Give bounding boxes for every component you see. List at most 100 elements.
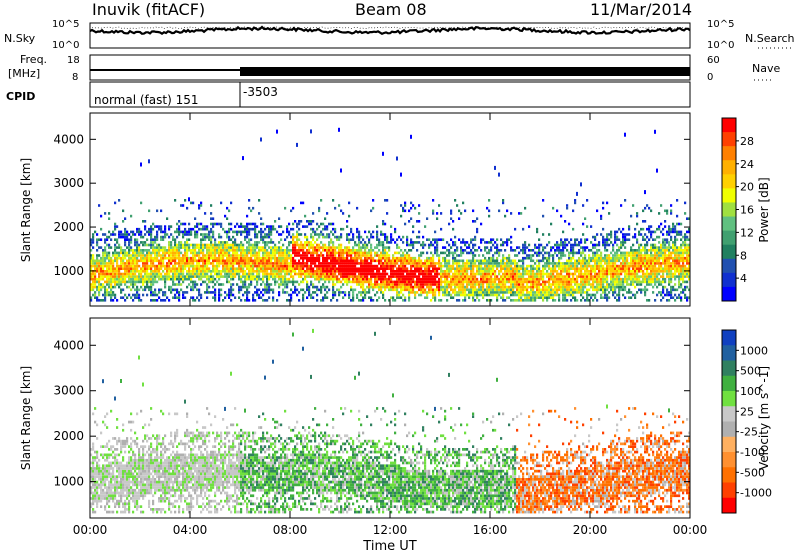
power-cell bbox=[184, 199, 187, 202]
power-cell bbox=[334, 262, 337, 265]
power-cell bbox=[314, 259, 317, 263]
power-cell bbox=[320, 233, 323, 236]
power-cell bbox=[290, 280, 293, 284]
power-cell bbox=[160, 275, 163, 278]
power-cell bbox=[382, 251, 385, 255]
power-cell bbox=[114, 259, 117, 263]
power-cell bbox=[482, 275, 485, 278]
power-cell bbox=[168, 275, 171, 278]
power-cell bbox=[550, 275, 553, 278]
power-cell bbox=[150, 262, 153, 265]
power-cell bbox=[232, 241, 235, 244]
power-cell bbox=[482, 270, 485, 273]
power-cell bbox=[306, 249, 309, 252]
power-cell bbox=[330, 299, 333, 302]
power-cell bbox=[598, 259, 601, 263]
power-cell bbox=[202, 235, 205, 239]
power-cell bbox=[554, 291, 557, 294]
power-cell bbox=[172, 256, 175, 260]
power-cell bbox=[420, 283, 423, 286]
power-cell bbox=[496, 264, 499, 268]
power-cell bbox=[482, 285, 485, 289]
power-cell bbox=[410, 277, 413, 281]
power-cell bbox=[384, 262, 387, 265]
power-cell bbox=[448, 275, 451, 278]
power-cell bbox=[552, 291, 555, 294]
power-cell bbox=[598, 249, 601, 252]
power-cell bbox=[198, 254, 201, 257]
power-cell bbox=[398, 251, 401, 255]
power-cell bbox=[462, 262, 465, 265]
power-cell bbox=[212, 267, 215, 270]
power-cell bbox=[540, 275, 543, 278]
power-cell bbox=[560, 283, 563, 286]
power-cell bbox=[460, 285, 463, 289]
power-cell bbox=[118, 243, 121, 247]
power-cell bbox=[422, 251, 425, 255]
power-cell bbox=[222, 267, 225, 270]
power-cell bbox=[400, 264, 403, 268]
power-cell bbox=[138, 246, 141, 249]
power-cell bbox=[174, 267, 177, 270]
power-cell bbox=[308, 259, 311, 263]
power-cell bbox=[316, 259, 319, 263]
power-cell bbox=[460, 251, 463, 255]
power-cell bbox=[156, 299, 159, 302]
power-cell bbox=[232, 277, 235, 281]
power-cell bbox=[434, 275, 437, 278]
power-cell bbox=[258, 262, 261, 265]
power-cell bbox=[460, 288, 463, 292]
power-cell bbox=[350, 264, 353, 268]
power-cell bbox=[246, 299, 249, 302]
power-cell bbox=[508, 267, 511, 270]
power-cell bbox=[270, 283, 273, 286]
power-cell bbox=[576, 259, 579, 263]
power-cell bbox=[532, 259, 535, 263]
power-cell bbox=[334, 283, 337, 286]
power-cell bbox=[412, 288, 415, 292]
power-cell bbox=[542, 256, 545, 260]
power-cell bbox=[392, 272, 395, 276]
power-cell bbox=[178, 272, 181, 276]
power-cell bbox=[370, 262, 373, 265]
power-cell bbox=[474, 277, 477, 281]
power-cell bbox=[216, 256, 219, 260]
power-cell bbox=[462, 272, 465, 276]
power-cell bbox=[364, 249, 367, 252]
power-cell bbox=[218, 222, 221, 226]
power-cell bbox=[598, 267, 601, 270]
power-cell bbox=[342, 277, 345, 281]
power-cell bbox=[346, 220, 349, 223]
power-cell bbox=[472, 275, 475, 278]
power-cell bbox=[358, 267, 361, 270]
power-cell bbox=[256, 262, 259, 265]
power-cell bbox=[564, 285, 567, 289]
power-cell bbox=[220, 262, 223, 265]
power-cell bbox=[146, 262, 149, 265]
power-cell bbox=[236, 249, 239, 252]
power-cell bbox=[178, 270, 181, 273]
power-cell bbox=[128, 275, 131, 278]
power-cell bbox=[178, 225, 181, 228]
power-cell bbox=[572, 256, 575, 260]
power-cell bbox=[128, 243, 131, 247]
power-cell bbox=[532, 288, 535, 292]
power-cell bbox=[448, 254, 451, 257]
power-cell bbox=[356, 206, 359, 210]
power-cell bbox=[388, 249, 391, 252]
power-cell bbox=[490, 277, 493, 281]
power-cell bbox=[438, 277, 441, 281]
power-cell bbox=[588, 264, 591, 268]
power-cell bbox=[478, 299, 481, 302]
power-cell bbox=[440, 262, 443, 265]
power-cell bbox=[528, 249, 531, 252]
power-cell bbox=[250, 283, 253, 286]
power-cell bbox=[570, 272, 573, 276]
power-cell bbox=[102, 283, 105, 286]
power-cell bbox=[536, 275, 539, 278]
power-cell bbox=[296, 142, 298, 147]
power-cell bbox=[544, 262, 547, 265]
power-cell bbox=[488, 283, 491, 286]
power-cell bbox=[274, 227, 277, 231]
power-cell bbox=[496, 246, 499, 249]
